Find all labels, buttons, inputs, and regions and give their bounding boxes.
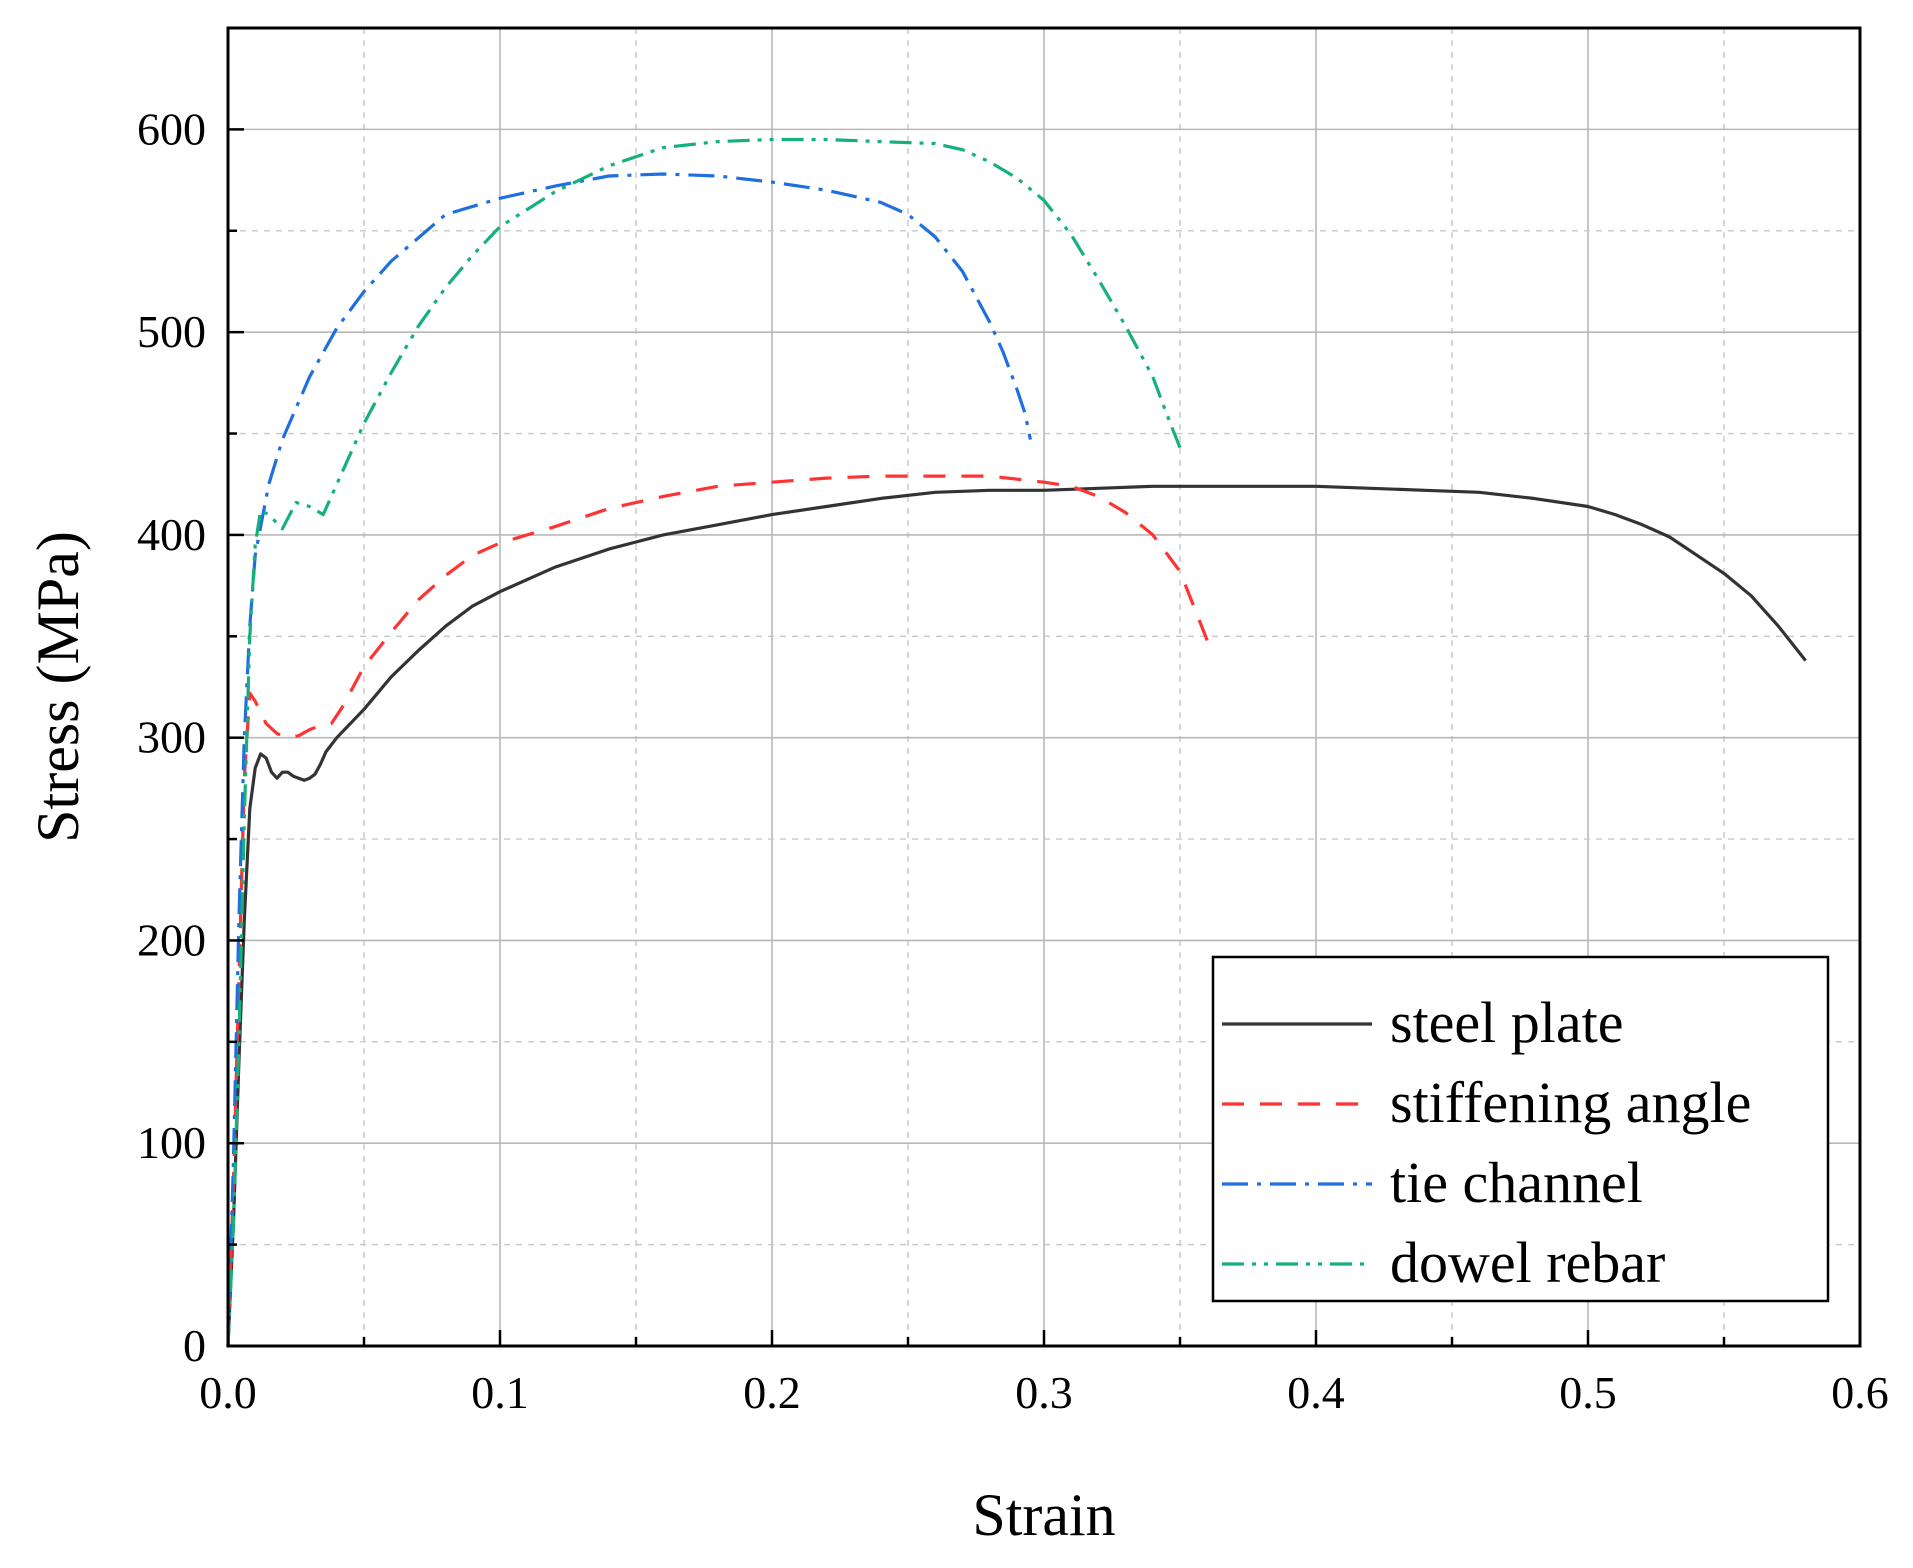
legend-label-steel-plate: steel plate [1390,990,1624,1055]
y-tick-label: 300 [137,712,206,763]
x-tick-label: 0.2 [743,1367,801,1418]
legend: steel plate stiffening angle tie channel do… [1211,955,1830,1303]
y-tick-label: 0 [183,1320,206,1371]
y-tick-label: 200 [137,914,206,965]
series-line-stiffening-angle [226,474,1209,1347]
x-tick-label: 0.1 [471,1367,529,1418]
legend-label-stiffening-angle: stiffening angle [1390,1070,1751,1135]
series-line-steel-plate [226,484,1807,1347]
x-tick-label: 0.0 [199,1367,257,1418]
x-tick-label: 0.4 [1287,1367,1345,1418]
x-tick-label: 0.3 [1015,1367,1073,1418]
y-tick-label: 500 [137,306,206,357]
legend-items: steel plate stiffening angle tie channel do… [1222,990,1751,1295]
axis-ticks [226,128,1862,1348]
y-axis-title: Stress (MPa) [25,531,91,843]
x-tick-label: 0.6 [1831,1367,1889,1418]
x-tick-labels: 0.0 0.1 0.2 0.3 0.4 0.5 0.6 [199,1367,1889,1418]
x-tick-label: 0.5 [1559,1367,1617,1418]
legend-label-dowel-rebar: dowel rebar [1390,1230,1665,1295]
y-tick-label: 400 [137,509,206,560]
legend-box [1211,955,1830,1303]
legend-label-tie-channel: tie channel [1390,1150,1643,1215]
y-tick-labels: 0 100 200 300 400 500 600 [137,103,206,1371]
series-line-tie-channel [226,172,1032,1347]
y-tick-label: 100 [137,1117,206,1168]
series-line-dowel-rebar [226,137,1182,1347]
y-tick-label: 600 [137,103,206,154]
x-axis-title: Strain [972,1482,1115,1548]
series-lines [226,137,1807,1347]
